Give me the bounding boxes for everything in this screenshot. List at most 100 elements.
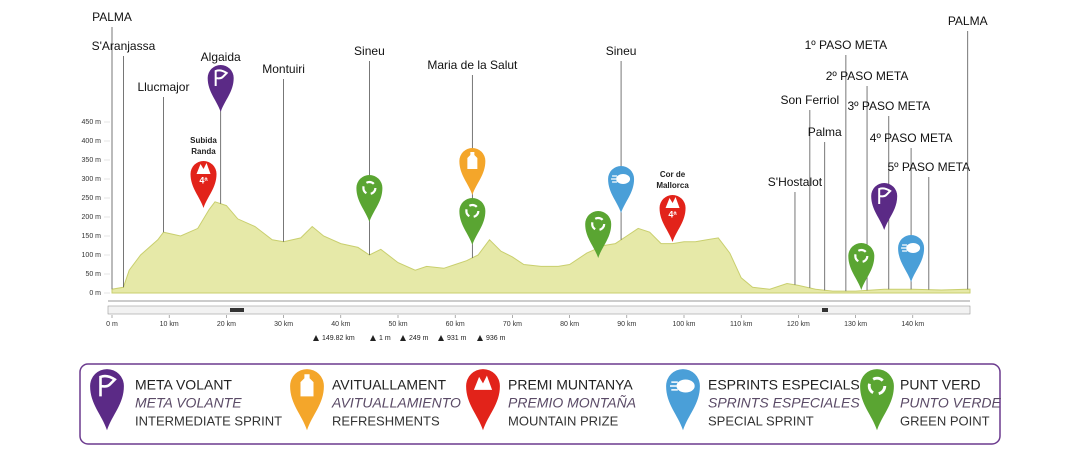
legend-pin bbox=[90, 369, 124, 431]
place-label: Algaida bbox=[201, 50, 241, 64]
pin bbox=[459, 148, 486, 195]
legend-name-en: INTERMEDIATE SPRINT bbox=[135, 413, 282, 428]
scale-bar-mark bbox=[230, 308, 244, 312]
y-tick-label: 350 m bbox=[82, 157, 102, 164]
legend-name-en: MOUNTAIN PRIZE bbox=[508, 413, 619, 428]
bottle-icon bbox=[467, 152, 478, 169]
sprint-icon bbox=[616, 174, 631, 184]
stat-icon bbox=[400, 335, 406, 341]
place-label: Llucmajor bbox=[137, 80, 189, 94]
y-tick-label: 400 m bbox=[82, 138, 102, 145]
stat-icon bbox=[477, 335, 483, 341]
pin bbox=[871, 183, 898, 230]
y-tick-label: 300 m bbox=[82, 176, 102, 183]
pin bbox=[898, 235, 925, 282]
mountain-icon bbox=[665, 197, 680, 208]
sprint-icon bbox=[906, 243, 921, 253]
place-label: PALMA bbox=[92, 10, 132, 24]
place-label: Maria de la Salut bbox=[427, 58, 518, 72]
place-label: Son Ferriol bbox=[780, 93, 839, 107]
legend-pin bbox=[466, 369, 500, 431]
stat-text: 936 m bbox=[486, 335, 506, 342]
x-tick-label: 30 km bbox=[274, 321, 293, 328]
sprint-icon bbox=[676, 379, 695, 393]
place-label: S'Aranjassa bbox=[92, 39, 156, 53]
pin-label: 4ª bbox=[199, 175, 208, 185]
legend-name-en: GREEN POINT bbox=[900, 413, 990, 428]
legend-name-es: META VOLANTE bbox=[135, 395, 242, 411]
x-tick-label: 0 m bbox=[106, 321, 118, 328]
place-label: Sineu bbox=[606, 44, 637, 58]
y-tick-label: 150 m bbox=[82, 233, 102, 240]
x-tick-label: 70 km bbox=[503, 321, 522, 328]
y-tick-label: 200 m bbox=[82, 214, 102, 221]
recycle-icon bbox=[867, 376, 887, 396]
x-tick-label: 120 km bbox=[787, 321, 810, 328]
x-tick-label: 60 km bbox=[446, 321, 465, 328]
recycle-icon bbox=[854, 248, 869, 264]
stat-icon bbox=[370, 335, 376, 341]
pin-title: Mallorca bbox=[656, 181, 689, 190]
place-label: Montuiri bbox=[262, 62, 305, 76]
x-tick-label: 140 km bbox=[901, 321, 924, 328]
legend-name-en: REFRESHMENTS bbox=[332, 413, 440, 428]
flag-icon bbox=[99, 374, 117, 397]
place-label: S'Hostalot bbox=[768, 175, 823, 189]
place-label: Palma bbox=[808, 125, 842, 139]
place-label: 5º PASO META bbox=[888, 160, 971, 174]
legend-name-es: AVITUALLAMIENTO bbox=[331, 395, 461, 411]
place-label: 3º PASO META bbox=[847, 99, 930, 113]
bottle-icon bbox=[300, 374, 314, 397]
y-tick-label: 250 m bbox=[82, 195, 102, 202]
sprint-lines bbox=[670, 381, 678, 391]
x-tick-label: 90 km bbox=[617, 321, 636, 328]
place-label: 1º PASO META bbox=[805, 38, 888, 52]
sprint-lines bbox=[611, 175, 618, 183]
x-tick-label: 20 km bbox=[217, 321, 236, 328]
place-label: 2º PASO META bbox=[826, 69, 909, 83]
x-tick-label: 10 km bbox=[160, 321, 179, 328]
y-tick-label: 100 m bbox=[82, 252, 102, 259]
mountain-icon bbox=[473, 375, 493, 390]
legend-name: PUNT VERD bbox=[900, 377, 981, 393]
x-tick-label: 130 km bbox=[844, 321, 867, 328]
x-tick-label: 80 km bbox=[560, 321, 579, 328]
place-label: PALMA bbox=[948, 14, 988, 28]
legend-name: PREMI MUNTANYA bbox=[508, 377, 633, 393]
scale-bar-mark bbox=[822, 308, 828, 312]
y-tick-label: 450 m bbox=[82, 119, 102, 126]
x-tick-label: 100 km bbox=[673, 321, 696, 328]
stat-icon bbox=[313, 335, 319, 341]
x-tick-label: 50 km bbox=[388, 321, 407, 328]
legend-pin bbox=[290, 369, 324, 431]
stat-text: 1 m bbox=[379, 335, 391, 342]
recycle-icon bbox=[591, 216, 606, 232]
recycle-icon bbox=[362, 180, 377, 196]
legend-name: AVITUALLAMENT bbox=[332, 377, 447, 393]
elevation-area bbox=[111, 201, 971, 294]
pin-label: 4ª bbox=[668, 209, 677, 219]
pin bbox=[608, 166, 635, 213]
sprint-lines bbox=[901, 244, 908, 252]
pin-title: Cor de bbox=[660, 170, 686, 179]
mountain-icon bbox=[196, 163, 211, 174]
stat-text: 149.82 km bbox=[322, 335, 355, 342]
legend-name-es: SPRINTS ESPECIALES bbox=[708, 395, 860, 411]
legend-name: META VOLANT bbox=[135, 377, 232, 393]
y-tick-label: 50 m bbox=[85, 271, 101, 278]
flag-icon bbox=[878, 187, 892, 204]
scale-bar bbox=[107, 305, 971, 315]
pin bbox=[207, 65, 234, 112]
stat-icon bbox=[438, 335, 444, 341]
legend-name-es: PREMIO MONTAÑA bbox=[508, 395, 636, 411]
legend-name-es: PUNTO VERDE bbox=[900, 395, 1002, 411]
y-tick-label: 0 m bbox=[89, 290, 101, 297]
place-label: Sineu bbox=[354, 44, 385, 58]
pin-title: Subida bbox=[190, 136, 217, 145]
x-tick-label: 110 km bbox=[730, 321, 753, 328]
legend-name-en: SPECIAL SPRINT bbox=[708, 413, 814, 428]
legend-name: ESPRINTS ESPECIALS bbox=[708, 377, 860, 393]
stat-text: 931 m bbox=[447, 335, 467, 342]
x-tick-label: 40 km bbox=[331, 321, 350, 328]
